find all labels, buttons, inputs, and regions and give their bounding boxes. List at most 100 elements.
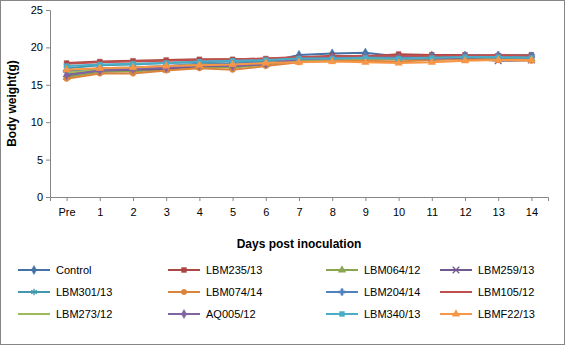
x-tick: 2 bbox=[130, 197, 136, 218]
legend: Control LBM235/13 LBM064/12 LBM259/13 LBM301… bbox=[18, 264, 535, 320]
legend-label: LBM204/14 bbox=[364, 286, 420, 298]
legend-swatch bbox=[440, 291, 472, 293]
legend-swatch bbox=[18, 313, 50, 315]
x-tick-mark bbox=[531, 197, 532, 201]
marker bbox=[229, 60, 236, 66]
y-tick: 15 bbox=[31, 79, 50, 91]
y-tick-label: 5 bbox=[37, 154, 43, 166]
y-tick-label: 0 bbox=[37, 191, 43, 203]
x-tick-mark bbox=[199, 197, 200, 201]
y-tick-label: 25 bbox=[31, 4, 43, 16]
x-tick-mark bbox=[133, 197, 134, 201]
legend-entry: LBM259/13 bbox=[440, 264, 534, 276]
series-markers bbox=[63, 56, 535, 72]
x-tick-label: Pre bbox=[59, 206, 76, 218]
x-tick-mark bbox=[498, 197, 499, 201]
legend-entry: LBM064/12 bbox=[326, 264, 420, 276]
plot-area bbox=[63, 48, 535, 82]
legend-entry: LBM340/13 bbox=[326, 308, 420, 320]
legend-label: LBM259/13 bbox=[478, 264, 534, 276]
series-markers bbox=[63, 52, 534, 75]
legend-label: LBMF22/13 bbox=[478, 308, 535, 320]
legend-entry: LBM301/13 bbox=[18, 286, 112, 298]
series-markers bbox=[63, 55, 534, 77]
y-tick: 20 bbox=[31, 41, 50, 53]
x-tick: 12 bbox=[459, 197, 471, 218]
series-line bbox=[67, 57, 532, 75]
y-tick-mark bbox=[46, 85, 50, 86]
x-tick-mark bbox=[432, 197, 433, 201]
x-tick: 11 bbox=[427, 197, 438, 218]
x-tick-label: 10 bbox=[393, 206, 405, 218]
legend-label: AQ005/12 bbox=[206, 308, 256, 320]
x-tick-mark bbox=[365, 197, 366, 201]
x-tick-mark bbox=[100, 197, 101, 201]
legend-marker bbox=[452, 310, 459, 316]
legend-marker bbox=[453, 267, 460, 274]
legend-label: LBM235/13 bbox=[206, 264, 262, 276]
x-tick: 1 bbox=[97, 197, 103, 218]
marker bbox=[262, 59, 269, 65]
y-tick-mark bbox=[46, 10, 50, 11]
legend-marker bbox=[31, 289, 37, 296]
marker bbox=[461, 57, 468, 63]
x-tick: 9 bbox=[363, 197, 369, 218]
series-markers bbox=[63, 54, 535, 80]
x-tick-label: 1 bbox=[97, 206, 103, 218]
marker bbox=[395, 59, 402, 65]
y-axis-title: Body weight(g) bbox=[5, 60, 19, 147]
legend-marker bbox=[340, 312, 345, 317]
legend-marker bbox=[182, 268, 187, 273]
series-markers bbox=[64, 48, 534, 80]
marker bbox=[494, 56, 501, 62]
x-tick-mark bbox=[233, 197, 234, 201]
y-axis: 0 5 10 15 20 25 bbox=[31, 4, 51, 203]
legend-label: LBM301/13 bbox=[56, 286, 112, 298]
series-line bbox=[67, 55, 532, 71]
x-tick: 14 bbox=[526, 197, 538, 218]
x-tick: 10 bbox=[393, 197, 405, 218]
y-tick-label: 15 bbox=[31, 79, 43, 91]
marker bbox=[362, 58, 369, 64]
x-tick-mark bbox=[332, 197, 333, 201]
marker bbox=[96, 64, 103, 70]
legend-marker bbox=[181, 289, 187, 295]
legend-entry: Control bbox=[18, 264, 91, 276]
x-tick-label: 6 bbox=[263, 206, 269, 218]
legend-entry: AQ005/12 bbox=[168, 308, 256, 320]
x-tick: 5 bbox=[230, 197, 236, 218]
x-tick-mark bbox=[465, 197, 466, 201]
legend-marker bbox=[339, 289, 346, 296]
y-tick-mark bbox=[46, 197, 50, 198]
legend-label: LBM064/12 bbox=[364, 264, 420, 276]
marker bbox=[196, 61, 203, 67]
legend-entry: LBMF22/13 bbox=[440, 308, 535, 320]
y-tick: 5 bbox=[37, 154, 50, 166]
x-tick: 4 bbox=[197, 197, 203, 218]
legend-entry: LBM235/13 bbox=[168, 264, 262, 276]
y-tick: 0 bbox=[37, 191, 50, 203]
series-line bbox=[67, 57, 532, 73]
y-tick-label: 10 bbox=[31, 116, 43, 128]
x-tick: 3 bbox=[164, 197, 170, 218]
x-tick: 13 bbox=[493, 197, 505, 218]
marker bbox=[528, 56, 535, 62]
y-tick-mark bbox=[46, 160, 50, 161]
x-tick-label: 12 bbox=[459, 206, 471, 218]
y-tick-mark bbox=[46, 122, 50, 123]
x-tick-mark bbox=[166, 197, 167, 201]
x-tick-label: 8 bbox=[330, 206, 336, 218]
x-tick: 7 bbox=[296, 197, 302, 218]
x-tick: Pre bbox=[59, 197, 76, 218]
y-tick-mark bbox=[46, 47, 50, 48]
y-axis-line bbox=[46, 11, 51, 198]
series-markers bbox=[64, 53, 534, 80]
x-tick-mark bbox=[299, 197, 300, 201]
x-axis: Pre1234567891011121314 bbox=[51, 197, 549, 218]
x-tick-label: 4 bbox=[197, 206, 203, 218]
marker bbox=[162, 62, 169, 68]
legend-label: LBM273/12 bbox=[56, 308, 112, 320]
legend-marker bbox=[31, 265, 36, 274]
x-tick: 6 bbox=[263, 197, 269, 218]
legend-label: LBM340/13 bbox=[364, 308, 420, 320]
